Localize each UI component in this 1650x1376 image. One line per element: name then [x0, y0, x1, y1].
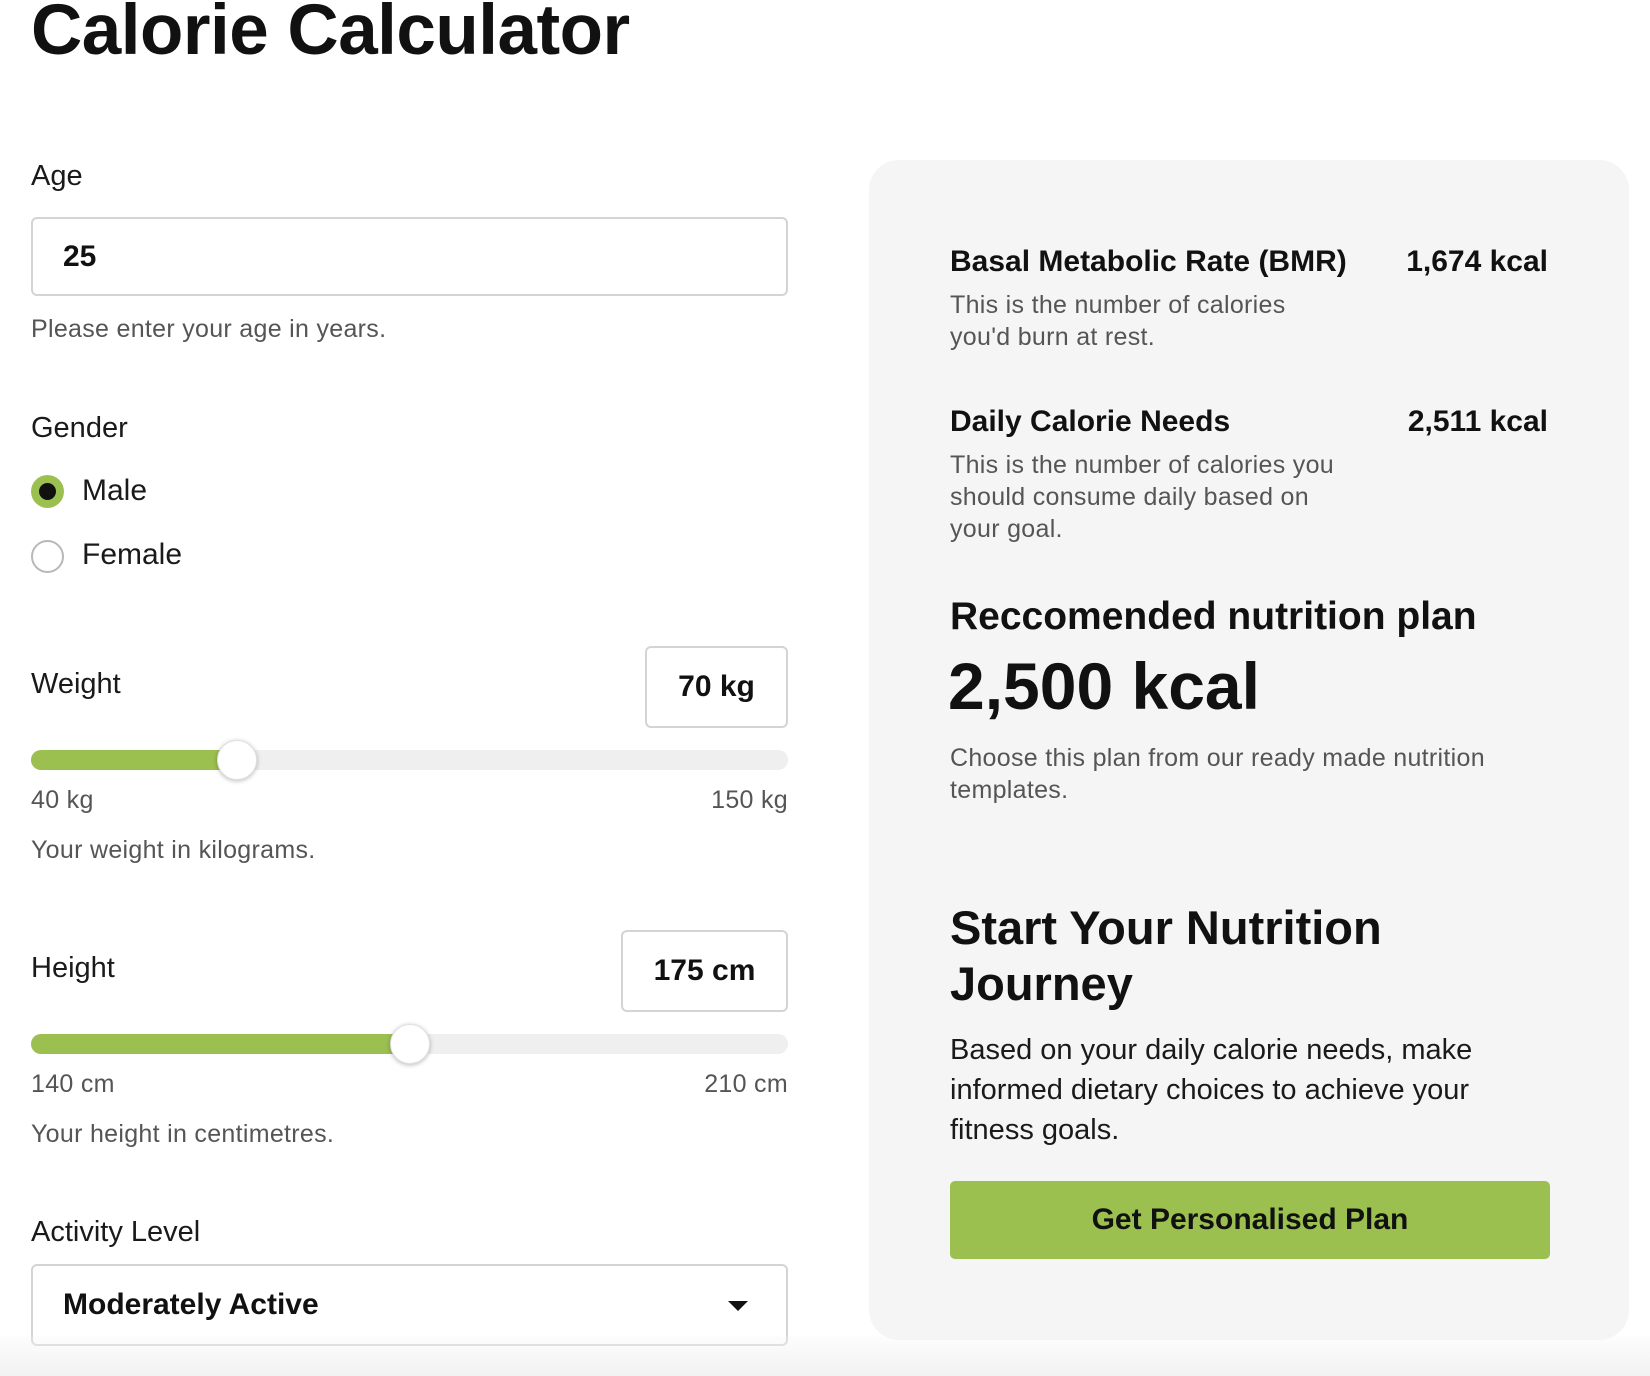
- caret-down-icon: [728, 1301, 748, 1311]
- weight-slider-fill: [31, 750, 238, 770]
- activity-label: Activity Level: [31, 1216, 201, 1248]
- activity-select[interactable]: Moderately Active: [31, 1264, 788, 1346]
- plan-heading: Reccomended nutrition plan: [950, 595, 1477, 638]
- weight-label: Weight: [31, 668, 121, 700]
- journey-description: Based on your daily calorie needs, make …: [950, 1034, 1473, 1146]
- journey-heading: Start Your Nutrition Journey: [950, 901, 1382, 1010]
- weight-min-label: 40 kg: [31, 786, 94, 814]
- weight-slider-handle[interactable]: [217, 740, 258, 780]
- age-input[interactable]: [31, 217, 788, 296]
- plan-value: 2,500 kcal: [948, 649, 1260, 723]
- plan-description: Choose this plan from our ready made nut…: [950, 744, 1485, 804]
- gender-male-label[interactable]: Male: [82, 474, 148, 507]
- weight-max-label: 150 kg: [711, 786, 788, 814]
- height-min-label: 140 cm: [31, 1070, 115, 1098]
- weight-slider-track[interactable]: [31, 740, 788, 780]
- results-panel: [869, 160, 1629, 1340]
- get-personalised-plan-button[interactable]: Get Personalised Plan: [950, 1181, 1550, 1259]
- gender-female-radio[interactable]: [31, 540, 64, 573]
- activity-selected-value: Moderately Active: [63, 1288, 319, 1321]
- weight-hint: Your weight in kilograms.: [31, 836, 316, 864]
- daily-needs-title: Daily Calorie Needs: [950, 405, 1231, 438]
- height-label: Height: [31, 952, 115, 984]
- height-value-box[interactable]: 175 cm: [621, 930, 788, 1012]
- bmr-title: Basal Metabolic Rate (BMR): [950, 245, 1347, 278]
- height-hint: Your height in centimetres.: [31, 1120, 335, 1148]
- weight-value-box[interactable]: 70 kg: [645, 646, 788, 728]
- bmr-description: This is the number of calories you'd bur…: [950, 291, 1286, 351]
- height-slider-handle[interactable]: [389, 1024, 430, 1064]
- gender-label: Gender: [31, 412, 128, 444]
- daily-needs-description: This is the number of calories you shoul…: [950, 451, 1334, 543]
- bottom-fade: [0, 1336, 1650, 1376]
- daily-needs-value: 2,511 kcal: [1407, 405, 1548, 438]
- age-hint: Please enter your age in years.: [31, 315, 387, 343]
- height-max-label: 210 cm: [704, 1070, 788, 1098]
- page-title: Calorie Calculator: [31, 0, 630, 70]
- bmr-value: 1,674 kcal: [1406, 245, 1548, 278]
- gender-female-label[interactable]: Female: [82, 538, 183, 571]
- gender-male-radio[interactable]: [31, 475, 64, 508]
- height-slider-fill: [31, 1034, 410, 1054]
- age-label: Age: [31, 160, 83, 192]
- height-slider-track[interactable]: [31, 1024, 788, 1064]
